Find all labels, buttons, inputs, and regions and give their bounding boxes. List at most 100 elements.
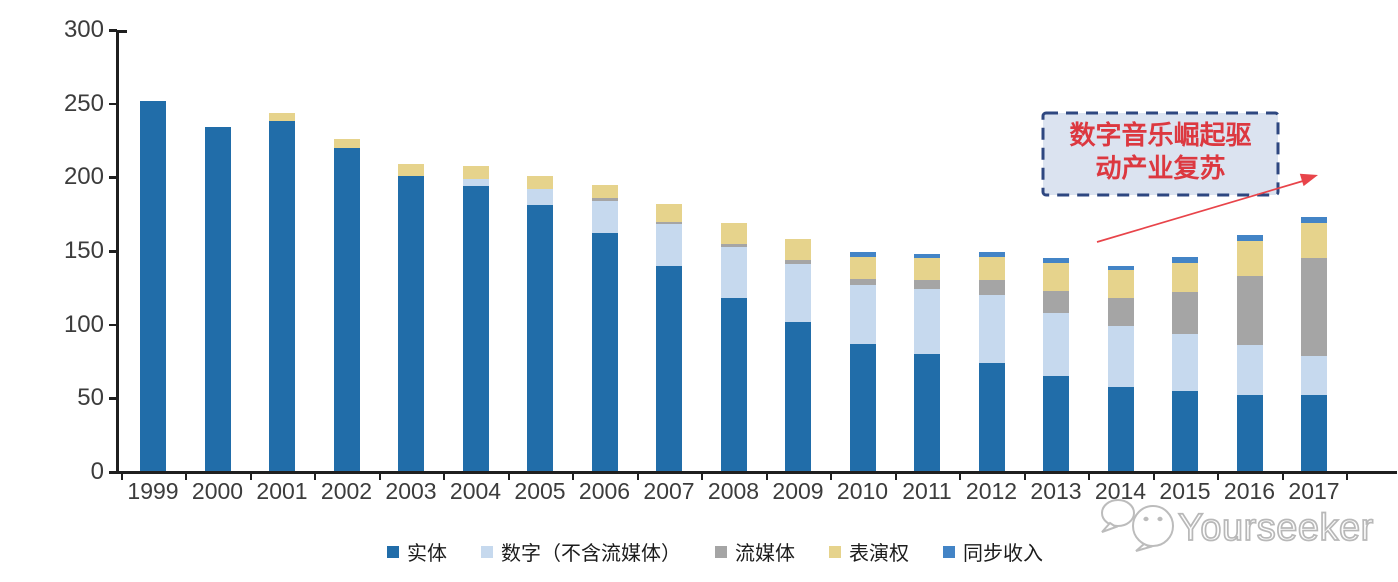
x-tick — [636, 472, 639, 480]
bar-segment — [1107, 386, 1134, 472]
x-tick — [1217, 472, 1220, 480]
bar-segment — [527, 189, 553, 206]
bar-segment — [720, 246, 747, 299]
bar-segment — [914, 258, 940, 281]
bar-segment — [1172, 333, 1198, 391]
bar-segment — [1236, 240, 1263, 277]
bar-segment — [849, 256, 876, 279]
bar-segment — [1236, 234, 1263, 241]
y-axis-label: 0 — [90, 458, 104, 485]
x-axis-label: 2007 — [643, 478, 695, 504]
bar-segment — [849, 343, 876, 472]
bar-segment — [1043, 290, 1069, 313]
y-axis-label: 100 — [63, 310, 104, 338]
y-tick — [109, 397, 117, 400]
y-axis-label: 300 — [63, 16, 104, 43]
bar-segment — [785, 264, 811, 322]
y-tick — [109, 323, 117, 327]
x-axis-label: 2011 — [902, 478, 952, 504]
x-tick — [1281, 472, 1284, 480]
bar-segment — [269, 121, 295, 472]
y-axis-label: 200 — [63, 163, 104, 191]
bar-segment — [978, 252, 1005, 257]
x-tick — [1152, 472, 1155, 480]
bar-segment — [914, 280, 940, 290]
x-tick — [1346, 472, 1349, 480]
x-tick — [830, 472, 833, 480]
x-axis-label: 2001 — [256, 478, 308, 504]
x-tick — [443, 472, 446, 480]
bar-segment — [140, 100, 166, 472]
legend-label: 数字（不含流媒体） — [501, 543, 681, 565]
x-tick — [765, 472, 768, 480]
bar-segment — [527, 205, 553, 472]
x-tick — [894, 472, 897, 480]
bar-segment — [656, 221, 682, 225]
bar-segment — [720, 243, 747, 247]
x-axis-label: 2014 — [1094, 478, 1147, 504]
legend: 实体 数字（不含流媒体） 流媒体 表演权 同步收入 — [50, 537, 1380, 566]
bar-segment — [398, 164, 424, 176]
bar-segment — [1236, 276, 1263, 346]
bar-segment — [591, 197, 618, 201]
bar-segment — [1043, 258, 1069, 263]
bar-segment — [720, 223, 747, 244]
x-axis-label: 2016 — [1223, 478, 1276, 504]
x-tick — [120, 472, 123, 480]
x-tick — [959, 472, 962, 480]
x-tick — [507, 472, 510, 480]
y-tick — [109, 102, 117, 106]
bar-segment — [785, 321, 811, 472]
annotation-line-2: 动产业复苏 — [1095, 154, 1226, 183]
x-axis-label: 2005 — [514, 478, 566, 504]
bar-segment — [785, 259, 811, 265]
bar-segment — [849, 278, 876, 285]
bar-segment — [914, 253, 940, 259]
x-axis-label: 2002 — [320, 478, 373, 504]
bar-segment — [656, 203, 682, 222]
y-axis-label: 50 — [77, 384, 104, 412]
bar-segment — [1236, 395, 1263, 472]
bar-segment — [914, 354, 940, 472]
bar-segment — [914, 289, 940, 355]
bar-segment — [785, 239, 811, 260]
x-axis-label: 2009 — [772, 478, 824, 504]
bar-segment — [333, 147, 360, 472]
legend-label: 表演权 — [849, 543, 909, 565]
bar-segment — [462, 186, 489, 472]
legend-label: 流媒体 — [735, 543, 795, 565]
x-axis-label: 1999 — [127, 478, 179, 504]
y-tick — [109, 471, 117, 474]
bar-segment — [1172, 256, 1198, 263]
bar-segment — [1043, 376, 1069, 472]
bar-segment — [398, 175, 424, 472]
bar-segment — [1043, 312, 1069, 377]
bar-segment — [1172, 292, 1198, 334]
x-axis-label: 2006 — [578, 478, 631, 504]
bar-segment — [1172, 390, 1198, 472]
x-axis-label: 2003 — [385, 478, 437, 504]
x-tick — [572, 472, 575, 480]
legend-swatch-icon — [481, 545, 493, 558]
y-tick — [109, 29, 117, 32]
legend-item: 数字（不含流媒体） — [481, 537, 681, 566]
bar-segment — [978, 256, 1005, 281]
bar-segment — [849, 252, 876, 257]
legend-label: 实体 — [407, 543, 447, 565]
x-tick — [1023, 472, 1026, 480]
bar-segment — [1301, 258, 1327, 356]
bar-segment — [1107, 265, 1134, 271]
bar-segment — [269, 112, 295, 122]
y-tick — [109, 176, 117, 179]
legend-swatch-icon — [829, 545, 841, 558]
legend-item: 实体 — [387, 537, 447, 566]
x-tick — [701, 472, 704, 480]
bar-segment — [656, 265, 682, 472]
bar-segment — [849, 284, 876, 344]
x-axis-label: 2000 — [191, 478, 244, 504]
annotation-line-1: 数字音乐崛起驱 — [1069, 121, 1252, 150]
bar-segment — [333, 139, 360, 148]
bar-segment — [1043, 262, 1069, 291]
bar-segment — [1172, 262, 1198, 293]
